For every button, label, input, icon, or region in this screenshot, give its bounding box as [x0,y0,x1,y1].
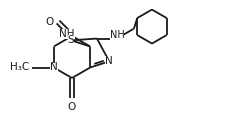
Text: S: S [68,35,74,45]
Text: N: N [105,56,113,66]
Text: NH: NH [110,30,124,40]
Text: H₃C: H₃C [10,62,29,72]
Text: O: O [46,17,54,27]
Text: NH: NH [59,29,75,39]
Text: O: O [68,102,76,112]
Text: N: N [50,62,58,72]
